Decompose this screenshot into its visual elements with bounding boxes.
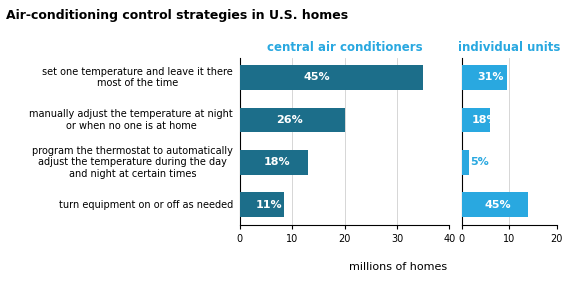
Text: 45%: 45% <box>304 73 331 82</box>
Bar <box>240 108 344 132</box>
Bar <box>240 65 423 90</box>
Bar <box>461 192 528 217</box>
Text: 31%: 31% <box>477 73 504 82</box>
Text: Air-conditioning control strategies in U.S. homes: Air-conditioning control strategies in U… <box>6 9 348 22</box>
Bar <box>461 150 469 175</box>
Bar <box>461 65 506 90</box>
Text: 45%: 45% <box>485 200 512 210</box>
Text: 26%: 26% <box>276 115 303 125</box>
Bar <box>240 150 308 175</box>
Bar <box>461 108 490 132</box>
Text: 18%: 18% <box>264 157 290 167</box>
Title: individual units: individual units <box>458 41 560 54</box>
Title: central air conditioners: central air conditioners <box>267 41 423 54</box>
Text: 18%: 18% <box>472 115 498 125</box>
Text: 11%: 11% <box>255 200 282 210</box>
Text: millions of homes: millions of homes <box>349 262 447 272</box>
Bar <box>240 192 284 217</box>
Text: 5%: 5% <box>470 157 489 167</box>
